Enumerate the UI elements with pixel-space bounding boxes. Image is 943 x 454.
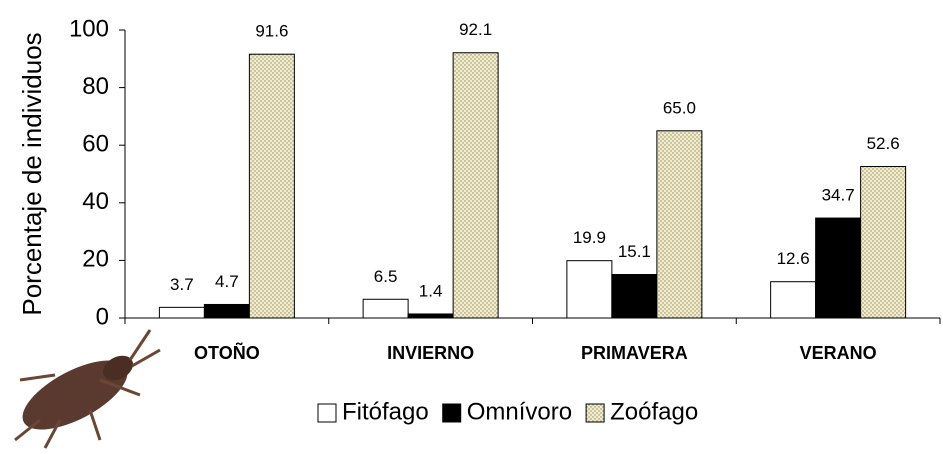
bar xyxy=(657,131,702,318)
bar xyxy=(771,282,816,318)
y-tick-label: 80 xyxy=(82,73,109,100)
x-tick-label: OTOÑO xyxy=(194,342,260,363)
chart: Porcentaje de individuos 0 20 40 60 80 100 OTO… xyxy=(0,0,943,454)
legend-swatch xyxy=(318,404,336,422)
y-axis-label: Porcentaje de individuos xyxy=(17,32,47,315)
legend-swatch xyxy=(443,404,461,422)
legend-label: Fitófago xyxy=(342,398,429,425)
value-label: 91.6 xyxy=(255,22,288,41)
value-label: 15.1 xyxy=(618,242,651,261)
bar xyxy=(159,307,204,318)
value-label: 3.7 xyxy=(170,275,194,294)
bar xyxy=(363,299,408,318)
bar xyxy=(249,54,294,318)
value-label: 34.7 xyxy=(822,186,855,205)
beetle-illustration xyxy=(13,330,160,448)
bar xyxy=(567,261,612,318)
x-tick-label: INVIERNO xyxy=(387,343,474,363)
value-label: 4.7 xyxy=(215,272,239,291)
y-tick-label: 0 xyxy=(96,303,109,330)
value-label: 12.6 xyxy=(777,249,810,268)
legend-label: Zoófago xyxy=(610,398,698,425)
legend-label: Omnívoro xyxy=(467,398,572,425)
y-tick-label: 60 xyxy=(82,131,109,158)
legend-swatch xyxy=(586,404,604,422)
page: Porcentaje de individuos 0 20 40 60 80 100 OTO… xyxy=(0,0,943,454)
bar xyxy=(204,304,249,318)
value-label: 19.9 xyxy=(573,228,606,247)
bar xyxy=(816,218,861,318)
y-tick-label: 100 xyxy=(69,15,109,42)
value-label: 92.1 xyxy=(459,20,492,39)
value-label: 6.5 xyxy=(374,267,398,286)
value-label: 52.6 xyxy=(867,134,900,153)
x-tick-label: PRIMAVERA xyxy=(581,343,688,363)
y-tick-label: 20 xyxy=(82,246,109,273)
bar xyxy=(408,314,453,318)
value-label: 65.0 xyxy=(663,98,696,117)
bar xyxy=(453,53,498,318)
bar xyxy=(612,275,657,318)
value-label: 1.4 xyxy=(419,281,443,300)
y-tick-label: 40 xyxy=(82,188,109,215)
bar xyxy=(861,167,906,318)
x-tick-label: VERANO xyxy=(800,343,877,363)
